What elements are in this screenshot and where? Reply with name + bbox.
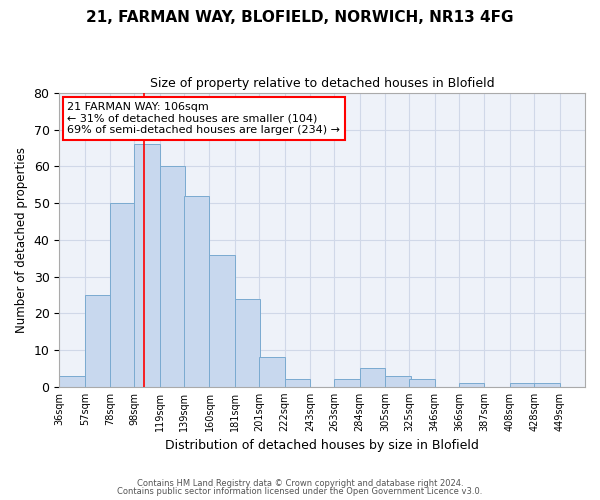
Bar: [284, 380, 310, 387]
Y-axis label: Number of detached properties: Number of detached properties: [15, 147, 28, 333]
Text: 21 FARMAN WAY: 106sqm
← 31% of detached houses are smaller (104)
69% of semi-det: 21 FARMAN WAY: 106sqm ← 31% of detached …: [67, 102, 340, 135]
Bar: [534, 383, 560, 387]
Bar: [385, 376, 410, 387]
Bar: [359, 368, 385, 387]
Bar: [235, 298, 260, 387]
Bar: [110, 203, 136, 387]
Text: Contains HM Land Registry data © Crown copyright and database right 2024.: Contains HM Land Registry data © Crown c…: [137, 478, 463, 488]
X-axis label: Distribution of detached houses by size in Blofield: Distribution of detached houses by size …: [165, 440, 479, 452]
Bar: [85, 295, 110, 387]
Text: Contains public sector information licensed under the Open Government Licence v3: Contains public sector information licen…: [118, 487, 482, 496]
Bar: [160, 166, 185, 387]
Text: 21, FARMAN WAY, BLOFIELD, NORWICH, NR13 4FG: 21, FARMAN WAY, BLOFIELD, NORWICH, NR13 …: [86, 10, 514, 25]
Bar: [209, 254, 235, 387]
Bar: [409, 380, 435, 387]
Bar: [59, 376, 85, 387]
Bar: [510, 383, 535, 387]
Bar: [334, 380, 359, 387]
Bar: [259, 358, 284, 387]
Title: Size of property relative to detached houses in Blofield: Size of property relative to detached ho…: [150, 78, 494, 90]
Bar: [459, 383, 484, 387]
Bar: [134, 144, 160, 387]
Bar: [184, 196, 209, 387]
